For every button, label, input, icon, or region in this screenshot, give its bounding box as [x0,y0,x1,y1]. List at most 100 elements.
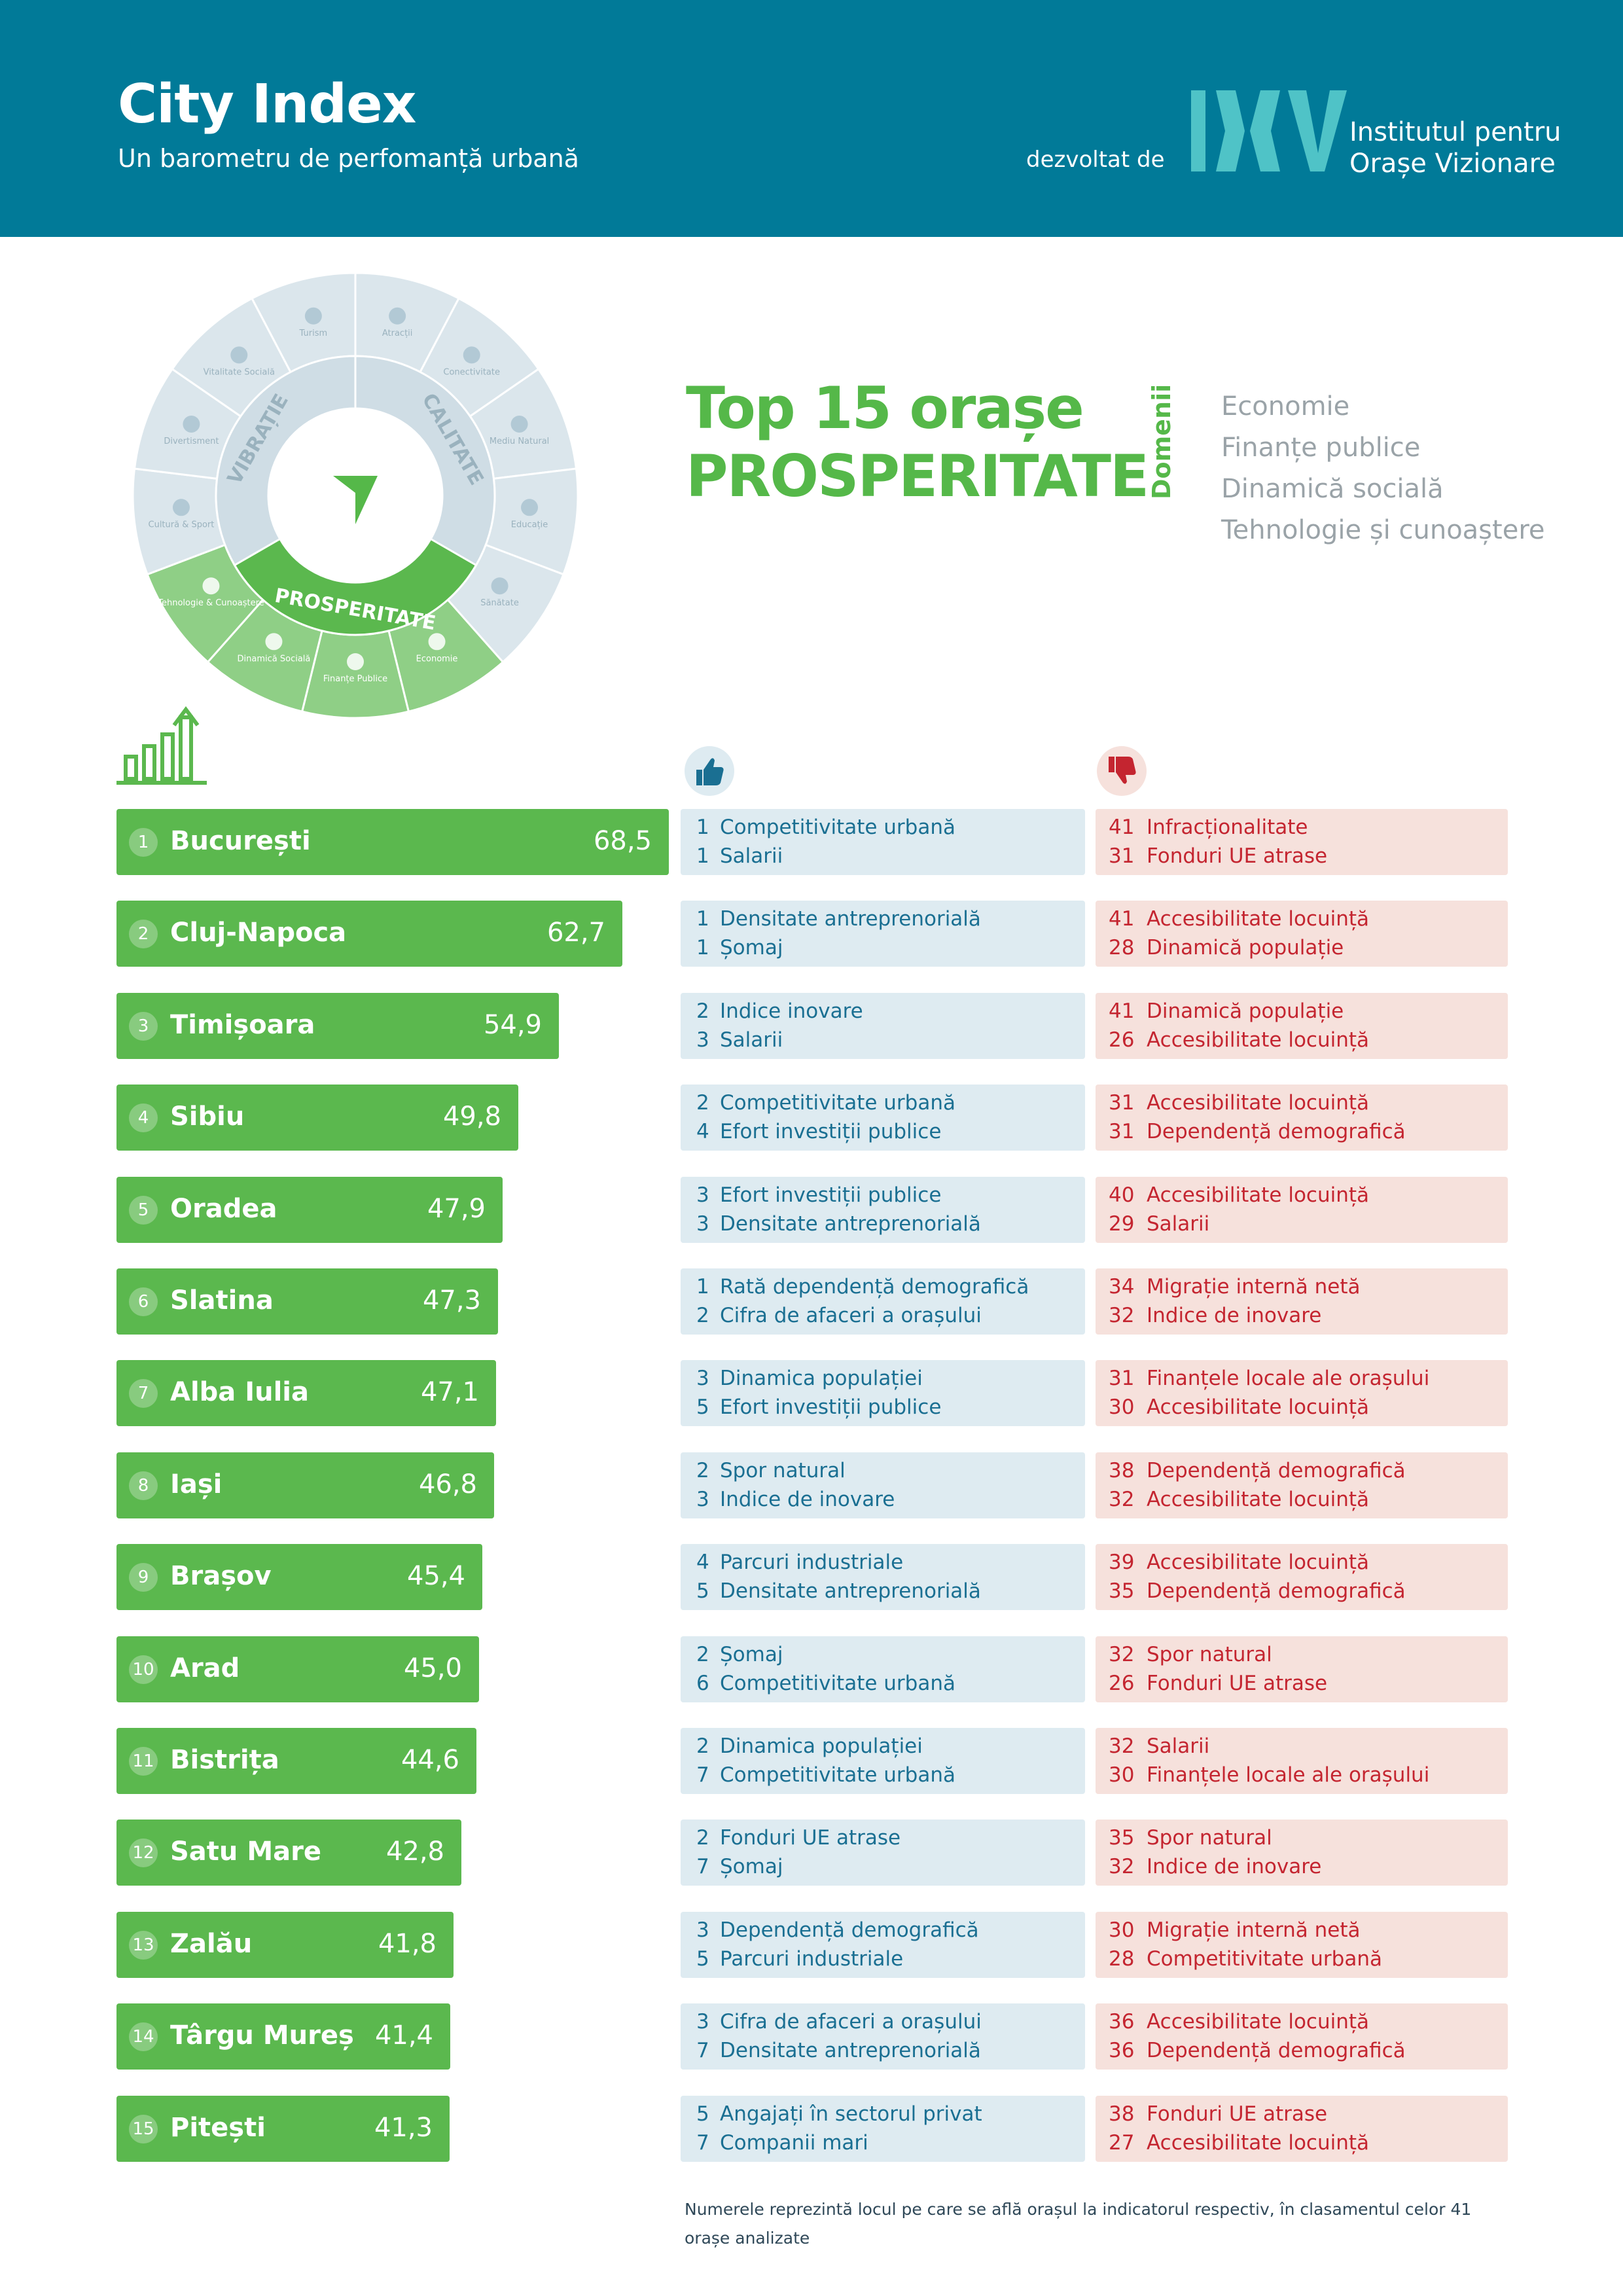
weaknesses-box: 38 Dependență demografică 32 Accesibilitate… [1096,1452,1508,1518]
indicator-name: Salarii [720,1028,783,1052]
ranking-row: 9 Brașov 45,4 4 Parcuri industriale 5 Densitat… [0,1544,1623,1610]
strengths-box: 2 Indice inovare 3 Salarii [681,993,1085,1059]
indicator-rank: 3 [696,1367,709,1390]
indicator-rank: 30 [1109,1395,1135,1419]
indicator-name: Angajați în sectorul privat [720,2102,982,2126]
weakness-indicator: 30 Accesibilitate locuință [1109,1395,1369,1419]
strengths-box: 1 Competitivitate urbană 1 Salarii [681,809,1085,875]
city-name: Zalău [170,1929,253,1959]
indicator-rank: 32 [1109,1734,1135,1758]
weakness-indicator: 40 Accesibilitate locuință [1109,1183,1369,1207]
thumbs-up-icon [685,746,734,796]
indicator-rank: 7 [696,1855,709,1878]
city-name: Slatina [170,1285,274,1316]
city-name: Brașov [170,1561,272,1591]
indicator-name: Finanțele locale ale orașului [1147,1367,1430,1390]
indicator-name: Accesibilitate locuință [1147,2131,1370,2155]
city-name: Satu Mare [170,1837,321,1867]
indicator-rank: 30 [1109,1918,1135,1942]
indicator-rank: 40 [1109,1183,1135,1207]
strength-indicator: 2 Competitivitate urbană [696,1091,955,1115]
city-index-wheel: Atracții Conectivitate Mediu Natural Educaț… [132,272,579,719]
indicator-name: Șomaj [720,1855,783,1878]
weakness-indicator: 38 Dependență demografică [1109,1459,1406,1482]
weakness-indicator: 35 Dependență demografică [1109,1579,1406,1603]
tree-icon [510,415,528,433]
strength-indicator: 2 Indice inovare [696,999,863,1023]
weakness-indicator: 41 Dinamică populație [1109,999,1344,1023]
indicator-rank: 31 [1109,1367,1135,1390]
ranking-row: 15 Pitești 41,3 5 Angajați în sectorul priva… [0,2096,1623,2162]
indicator-rank: 2 [696,1459,709,1482]
rank-badge: 13 [129,1931,158,1960]
weaknesses-box: 41 Dinamică populație 26 Accesibilitate loc… [1096,993,1508,1059]
strengths-box: 3 Dependență demografică 5 Parcuri industri… [681,1912,1085,1978]
rank-badge: 6 [129,1287,158,1316]
weakness-indicator: 36 Accesibilitate locuință [1109,2010,1369,2034]
wheel-segment-label: Conectivitate [443,367,500,377]
score-bar [116,1177,503,1243]
strengths-box: 1 Densitate antreprenorială 1 Șomaj [681,901,1085,967]
indicator-rank: 32 [1109,1488,1135,1511]
indicator-rank: 29 [1109,1212,1135,1236]
org-name-line1: Institutul pentru [1349,117,1561,147]
rank-badge: 9 [129,1563,158,1592]
wheel-segment-label: Vitalitate Socială [204,367,275,377]
rank-badge: 15 [129,2115,158,2144]
strength-indicator: 1 Competitivitate urbană [696,816,955,839]
indicator-name: Fonduri UE atrase [1147,1672,1328,1695]
score-bar [116,1268,498,1335]
weakness-indicator: 31 Finanțele locale ale orașului [1109,1367,1429,1390]
indicator-name: Indice de inovare [1147,1855,1322,1878]
indicator-rank: 3 [696,1028,709,1052]
indicator-name: Infracționalitate [1147,816,1308,839]
domain-item: Economie [1221,391,1350,422]
weakness-indicator: 28 Competitivitate urbană [1109,1947,1382,1971]
weaknesses-box: 32 Salarii 30 Finanțele locale ale orașului [1096,1728,1508,1794]
weakness-indicator: 32 Spor natural [1109,1643,1272,1666]
domains-list: Economie Finanțe publice Dinamică social… [1221,386,1545,551]
city-name: Iași [170,1469,223,1499]
weakness-indicator: 26 Accesibilitate locuință [1109,1028,1369,1052]
indicator-name: Fonduri UE atrase [1147,2102,1328,2126]
indicator-rank: 5 [696,1947,709,1971]
indicator-rank: 31 [1109,1091,1135,1115]
indicator-name: Accesibilitate locuință [1147,1395,1370,1419]
indicator-rank: 38 [1109,1459,1135,1482]
strengths-box: 2 Fonduri UE atrase 7 Șomaj [681,1820,1085,1886]
ranking-row: 1 București 68,5 1 Competitivitate urbană 1 Sa… [0,809,1623,875]
indicator-rank: 1 [696,1275,709,1299]
medical-icon [491,577,508,595]
page-title: Top 15 orașe PROSPERITATE [686,374,1149,511]
score-bar [116,901,622,967]
city-name: Oradea [170,1194,277,1224]
weaknesses-box: 40 Accesibilitate locuință 29 Salarii [1096,1177,1508,1243]
indicator-rank: 5 [696,1395,709,1419]
weakness-indicator: 28 Dinamică populație [1109,936,1344,960]
score-value: 45,4 [406,1561,465,1591]
score-bar [116,1636,479,1702]
strength-indicator: 2 Șomaj [696,1643,783,1666]
strength-indicator: 2 Spor natural [696,1459,846,1482]
ball-icon [172,499,190,516]
indicator-rank: 5 [696,2102,709,2126]
indicator-rank: 32 [1109,1855,1135,1878]
indicator-name: Accesibilitate locuință [1147,2010,1370,2034]
score-value: 47,1 [420,1377,479,1407]
weaknesses-box: 41 Infracționalitate 31 Fonduri UE atrase [1096,809,1508,875]
developed-by-label: dezvoltat de [1026,147,1165,173]
rank-badge: 3 [129,1012,158,1041]
indicator-rank: 6 [696,1672,709,1695]
pillar-vibratie [215,355,357,567]
strength-indicator: 5 Parcuri industriale [696,1947,903,1971]
indicator-name: Competitivitate urbană [1147,1947,1382,1971]
city-name: București [170,826,311,856]
ranking-row: 14 Târgu Mureș 41,4 3 Cifra de afaceri a ora… [0,2003,1623,2070]
strengths-box: 3 Dinamica populației 5 Efort investiții pu… [681,1360,1085,1426]
indicator-name: Accesibilitate locuință [1147,1183,1370,1207]
wheel-segment-label: Turism [299,329,328,338]
indicator-name: Densitate antreprenorială [720,907,981,931]
arrow-down-icon [333,476,378,524]
weakness-indicator: 34 Migrație internă netă [1109,1275,1361,1299]
wheel-segment-label: Sănătate [480,598,519,608]
